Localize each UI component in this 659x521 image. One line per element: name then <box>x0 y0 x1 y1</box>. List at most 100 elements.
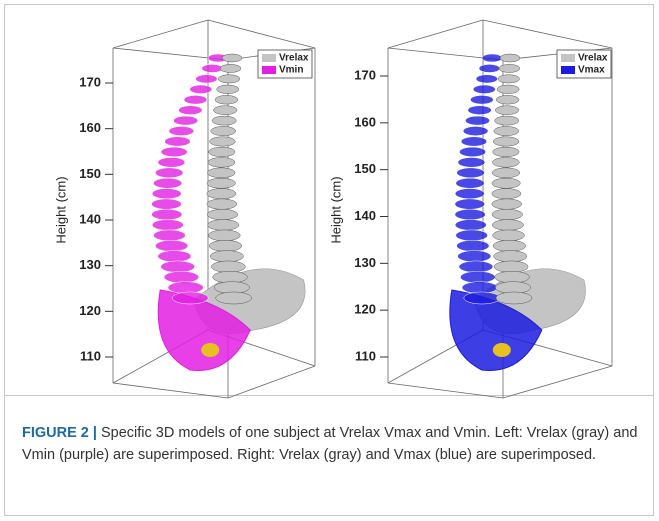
vertebra <box>492 157 520 168</box>
legend-swatch <box>262 66 276 74</box>
vertebra <box>215 291 252 305</box>
vertebra <box>214 95 239 105</box>
legend-swatch <box>561 54 575 62</box>
vertebra <box>491 198 522 210</box>
vertebra <box>206 188 237 200</box>
box-edge <box>387 382 504 399</box>
vertebra <box>494 271 530 284</box>
vertebra <box>458 260 494 273</box>
pelvis <box>157 289 251 371</box>
vertebra <box>495 105 520 115</box>
vertebra <box>492 146 520 157</box>
vertebra <box>454 208 486 221</box>
y-axis-label: Height (cm) <box>53 176 68 243</box>
vertebra <box>151 198 182 210</box>
vertebra <box>207 167 236 178</box>
caption: FIGURE 2 | Specific 3D models of one sub… <box>22 422 642 466</box>
vertebra <box>498 64 520 73</box>
vertebra <box>171 291 209 305</box>
femoral-head <box>201 343 220 357</box>
vertebra <box>493 136 520 147</box>
femoral-head <box>492 343 511 357</box>
vertebra <box>491 167 521 178</box>
vertebra <box>459 146 486 157</box>
vertebra <box>495 291 533 305</box>
caption-text: Specific 3D models of one subject at Vre… <box>22 425 638 463</box>
vertebra <box>219 64 242 73</box>
vertebra <box>454 198 485 210</box>
legend-label: Vrelax <box>578 53 608 64</box>
vertebra <box>173 115 198 126</box>
y-tick-label: 120 <box>354 302 376 317</box>
vertebra <box>201 64 223 73</box>
vertebra <box>210 126 236 136</box>
vertebra <box>155 167 184 178</box>
box-edge <box>112 19 209 49</box>
vertebra <box>472 84 496 94</box>
vertebra <box>207 157 236 168</box>
y-tick-label: 170 <box>79 74 101 89</box>
vertebra <box>494 115 519 126</box>
vertebra <box>457 157 486 168</box>
vertebra <box>195 74 218 84</box>
vertebra <box>153 229 186 242</box>
vertebra <box>151 188 182 200</box>
vertebra <box>491 188 522 200</box>
y-tick-label: 160 <box>79 120 101 135</box>
vertebra <box>216 84 240 94</box>
vertebra <box>206 198 237 210</box>
vertebra <box>207 219 240 231</box>
vertebra <box>160 260 195 273</box>
vertebra <box>496 84 520 94</box>
vertebra <box>454 219 487 231</box>
vertebra <box>206 208 238 221</box>
y-tick-label: 150 <box>354 161 376 176</box>
vertebra <box>167 281 204 294</box>
vertebra <box>457 250 492 263</box>
vertebra <box>160 146 188 157</box>
vertebra <box>470 95 494 105</box>
vertebra <box>491 177 521 189</box>
legend-swatch <box>561 66 575 74</box>
vertebra <box>155 240 189 252</box>
vertebra <box>209 250 244 263</box>
box-edge <box>227 365 316 399</box>
vertebra <box>462 126 489 136</box>
vertebra <box>208 229 241 242</box>
vertebra <box>493 126 520 136</box>
vertebra <box>209 136 236 147</box>
y-axis-label: Height (cm) <box>328 176 343 243</box>
vertebra <box>168 126 195 136</box>
vertebra <box>499 53 521 63</box>
box-edge <box>207 19 316 49</box>
legend-swatch <box>262 54 276 62</box>
vertebra <box>495 95 520 105</box>
vertebra <box>213 105 238 115</box>
separator <box>4 395 654 396</box>
pelvis <box>449 289 543 371</box>
box-edge <box>387 19 484 49</box>
vertebra <box>463 291 501 305</box>
vertebra <box>495 281 531 294</box>
legend-label: Vmin <box>279 65 303 76</box>
vertebra <box>183 95 208 105</box>
y-tick-label: 130 <box>79 257 101 272</box>
vertebra <box>481 53 503 63</box>
box-edge <box>482 19 613 49</box>
vertebra <box>206 177 236 189</box>
vertebra <box>212 271 248 284</box>
vertebra <box>208 146 236 157</box>
legend-label: Vmax <box>578 65 605 76</box>
vertebra <box>492 240 526 252</box>
vertebra <box>164 136 191 147</box>
y-tick-label: 150 <box>79 166 101 181</box>
vertebra <box>491 208 523 221</box>
box-edge <box>112 382 229 399</box>
vertebra <box>211 260 246 273</box>
vertebra <box>455 177 485 189</box>
vertebra <box>456 240 490 252</box>
vertebra <box>213 281 250 294</box>
vertebra <box>465 115 490 126</box>
